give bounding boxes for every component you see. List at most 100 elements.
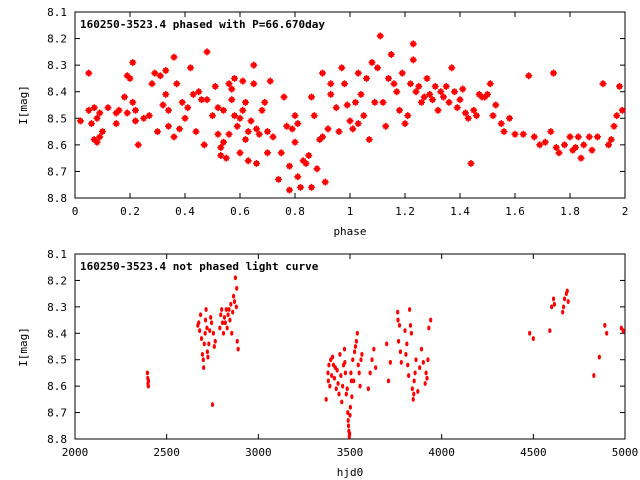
- data-point: [410, 386, 414, 392]
- data-point: [585, 133, 593, 141]
- data-point: [305, 151, 313, 159]
- data-point: [288, 125, 296, 133]
- data-point: [328, 383, 332, 389]
- data-point: [390, 80, 398, 88]
- data-point: [277, 149, 285, 157]
- data-point: [396, 317, 400, 323]
- data-point: [146, 378, 151, 384]
- data-point: [406, 362, 410, 368]
- data-point: [365, 136, 373, 144]
- data-point: [597, 354, 601, 360]
- data-point: [445, 98, 453, 106]
- data-point: [574, 133, 582, 141]
- data-point: [220, 106, 227, 114]
- x-axis-label: hjd0: [337, 466, 364, 479]
- data-point: [437, 88, 445, 96]
- data-point: [588, 146, 596, 154]
- y-tick-label: 8.5: [47, 354, 67, 367]
- data-point: [228, 96, 236, 104]
- data-point: [555, 149, 563, 157]
- y-tick-label: 8.1: [47, 248, 67, 261]
- data-point: [379, 98, 387, 106]
- data-point: [176, 125, 183, 133]
- data-point: [214, 130, 222, 138]
- data-point: [156, 72, 164, 80]
- data-point: [404, 112, 412, 120]
- data-point: [407, 80, 414, 88]
- data-point: [198, 328, 202, 334]
- data-point: [552, 144, 560, 152]
- x-tick-label: 1.2: [395, 205, 415, 218]
- data-point: [423, 381, 427, 386]
- data-point: [197, 320, 201, 326]
- data-point: [360, 352, 364, 357]
- data-point: [253, 159, 260, 167]
- data-point: [352, 378, 356, 384]
- data-point: [497, 120, 505, 128]
- data-point: [470, 106, 478, 114]
- data-point: [202, 341, 206, 347]
- data-point: [96, 109, 104, 117]
- data-point: [566, 133, 574, 141]
- data-point: [360, 112, 368, 120]
- data-point: [319, 69, 326, 77]
- data-point: [348, 431, 352, 437]
- data-point: [258, 106, 266, 114]
- data-point: [294, 173, 302, 181]
- data-point: [224, 307, 228, 312]
- data-point: [121, 93, 128, 101]
- data-point: [222, 315, 227, 320]
- data-point: [326, 370, 330, 376]
- data-point: [511, 130, 519, 138]
- data-point: [129, 98, 137, 106]
- data-point: [286, 186, 293, 194]
- data-point: [236, 149, 244, 157]
- data-point: [195, 88, 203, 96]
- data-point: [218, 325, 222, 331]
- data-point: [426, 90, 434, 98]
- x-tick-label: 1.8: [560, 205, 580, 218]
- data-point: [338, 64, 346, 72]
- data-point: [223, 320, 227, 326]
- data-point: [566, 299, 570, 304]
- data-point: [261, 98, 269, 106]
- data-point: [221, 330, 226, 336]
- data-point: [203, 317, 208, 323]
- data-point: [225, 325, 229, 331]
- data-point: [165, 122, 172, 130]
- data-point: [202, 365, 206, 371]
- data-point: [550, 69, 557, 77]
- y-tick-label: 8.3: [47, 301, 67, 314]
- data-point: [561, 141, 568, 149]
- data-point: [335, 128, 343, 136]
- data-point: [242, 136, 249, 144]
- data-point: [462, 109, 469, 117]
- data-point: [572, 144, 579, 152]
- data-point: [370, 357, 374, 363]
- y-tick-label: 8.7: [47, 165, 67, 178]
- data-point: [459, 85, 467, 93]
- data-point: [340, 399, 344, 405]
- data-point: [420, 93, 428, 101]
- y-tick-label: 8.3: [47, 59, 67, 72]
- data-point: [349, 125, 357, 133]
- data-point: [178, 98, 186, 106]
- data-point: [332, 375, 337, 381]
- data-point: [536, 141, 544, 149]
- data-point: [541, 138, 549, 146]
- data-point: [408, 322, 413, 328]
- data-point: [321, 178, 329, 186]
- data-point: [358, 383, 362, 389]
- data-point: [239, 77, 247, 85]
- data-point: [286, 162, 293, 170]
- y-tick-label: 8.4: [47, 327, 67, 340]
- data-point: [228, 317, 232, 323]
- data-point: [253, 125, 260, 133]
- x-tick-label: 0: [72, 205, 79, 218]
- data-point: [209, 112, 216, 120]
- data-point: [412, 378, 416, 384]
- data-point: [442, 82, 450, 90]
- data-point: [426, 357, 430, 363]
- data-point: [327, 80, 335, 88]
- axis-ticks: 2000 2500 3000 3500 4000 4500 5000 8.1 8.2 8.3 8.4…: [47, 248, 638, 459]
